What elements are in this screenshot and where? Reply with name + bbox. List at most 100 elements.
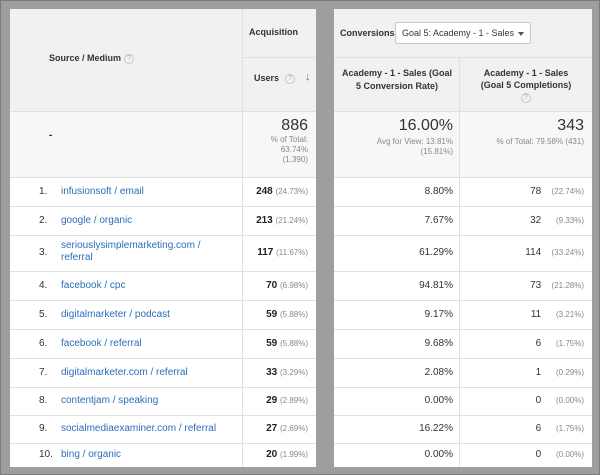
conversion-rate-header[interactable]: Academy - 1 - Sales (Goal 5 Conversion R… [339, 67, 455, 93]
header-divider [334, 111, 592, 112]
source-medium-link[interactable]: facebook / cpc [61, 280, 126, 291]
completions-percent: (0.29%) [555, 368, 584, 377]
source-medium-link[interactable]: infusionsoft / email [61, 186, 144, 197]
users-count: 27 [266, 423, 278, 434]
users-count: 213 [256, 215, 273, 226]
totals-label: - [49, 130, 53, 141]
source-medium-link[interactable]: seriouslysimplemarketing.com / referral [61, 240, 201, 264]
column-divider [242, 9, 243, 467]
row-divider [334, 235, 592, 236]
users-value: 27 (2.69%) [266, 415, 308, 443]
row-divider [334, 329, 592, 330]
row-divider [334, 300, 592, 301]
sort-descending-icon[interactable]: ↓ [305, 71, 311, 83]
completions-count: 1 [535, 367, 542, 378]
users-value: 20 (1.99%) [266, 443, 308, 467]
completions-percent: (1.75%) [555, 339, 584, 348]
completions-value: 0 (0.00%) [536, 387, 584, 415]
goal-select[interactable]: Goal 5: Academy - 1 - Sales [395, 22, 531, 44]
users-count: 59 [266, 338, 278, 349]
help-icon[interactable]: ? [124, 53, 135, 64]
row-index: 10. [39, 449, 53, 460]
table-row: 5. digitalmarketer / podcast 59 (5.88%) [10, 300, 316, 329]
conversion-rate-label: 5 Conversion Rate) [355, 81, 439, 91]
users-count: 29 [266, 395, 278, 406]
completions-value: 1 (0.29%) [536, 358, 584, 387]
conversions-header: Conversions [340, 28, 395, 38]
completions-count: 0 [535, 395, 542, 406]
table-row: 7.67% 32 (9.33%) [334, 206, 592, 235]
row-divider [10, 271, 316, 272]
source-medium-link[interactable]: bing / organic [61, 449, 122, 460]
source-medium-link[interactable]: contentjam / speaking [61, 395, 159, 406]
users-count: 33 [266, 367, 278, 378]
source-medium-link[interactable]: digitalmarketer.com / referral [61, 367, 188, 378]
row-divider [334, 443, 592, 444]
table-row: 7. digitalmarketer.com / referral 33 (3.… [10, 358, 316, 387]
source-medium-link[interactable]: google / organic [61, 215, 133, 226]
completions-count: 73 [530, 280, 542, 291]
users-value: 213 (21.24%) [256, 206, 308, 235]
completions-percent: (9.33%) [555, 216, 584, 225]
row-divider [10, 235, 316, 236]
users-percent: (11.67%) [276, 248, 308, 257]
chevron-down-icon [518, 32, 524, 36]
header-divider [243, 57, 316, 58]
totals-divider [10, 177, 316, 178]
avg-conversion-rate: Avg for View: 13.81% [376, 137, 453, 146]
column-divider [459, 57, 460, 467]
source-medium-link[interactable]: facebook / referral [61, 338, 142, 349]
table-row: 3. seriouslysimplemarketing.com / referr… [10, 235, 316, 271]
completions-percent: (33.24%) [551, 248, 584, 257]
row-divider [10, 387, 316, 388]
users-value: 59 (5.88%) [266, 300, 308, 329]
conversion-rate-value: 0.00% [424, 395, 453, 406]
row-divider [10, 329, 316, 330]
help-icon[interactable]: ? [285, 73, 296, 84]
row-index: 6. [39, 338, 48, 349]
row-index: 3. [39, 247, 48, 258]
row-divider [10, 443, 316, 444]
users-value: 117 (11.67%) [257, 235, 308, 271]
row-index: 8. [39, 395, 48, 406]
completions-percent: (22.74%) [551, 187, 584, 196]
total-users-percent: 63.74% [280, 145, 308, 154]
table-row: 6. facebook / referral 59 (5.88%) [10, 329, 316, 358]
table-row: 1. infusionsoft / email 248 (24.73%) [10, 178, 316, 206]
total-conversion-rate: 16.00% [398, 117, 453, 134]
totals-divider [334, 177, 592, 178]
source-medium-header[interactable]: Source / Medium? [49, 53, 135, 64]
totals-background [334, 111, 592, 177]
totals-background [10, 111, 316, 177]
users-header[interactable]: Users? [254, 73, 296, 84]
source-medium-text: referral [61, 252, 93, 263]
header-divider [334, 57, 592, 58]
header-background [10, 9, 316, 111]
completions-count: 114 [525, 247, 542, 258]
users-percent: (2.69%) [279, 424, 308, 433]
total-completions: 343 [557, 117, 584, 134]
completions-header[interactable]: Academy - 1 - Sales (Goal 5 Completions)… [462, 67, 590, 103]
users-count: 20 [266, 449, 278, 460]
row-divider [334, 415, 592, 416]
completions-count: 6 [535, 423, 542, 434]
completions-percent: (3.21%) [555, 310, 584, 319]
table-row: 8.80% 78 (22.74%) [334, 178, 592, 206]
acquisition-panel: Source / Medium? Acquisition Users? ↓ - … [10, 9, 316, 467]
users-value: 29 (2.89%) [266, 387, 308, 415]
completions-value: 11 (3.21%) [531, 300, 584, 329]
help-icon[interactable]: ? [521, 92, 531, 103]
avg-conversion-rate-overall: (15.81%) [420, 147, 453, 156]
completions-label: (Goal 5 Completions) [480, 80, 572, 90]
users-count: 117 [257, 247, 274, 258]
users-value: 33 (3.29%) [266, 358, 308, 387]
source-medium-link[interactable]: digitalmarketer / podcast [61, 309, 170, 320]
users-percent: (21.24%) [275, 216, 308, 225]
completions-value: 6 (1.75%) [536, 415, 584, 443]
table-row: 9.17% 11 (3.21%) [334, 300, 592, 329]
table-row: 8. contentjam / speaking 29 (2.89%) [10, 387, 316, 415]
row-divider [334, 387, 592, 388]
source-medium-link[interactable]: socialmediaexaminer.com / referral [61, 423, 217, 434]
table-row: 2. google / organic 213 (21.24%) [10, 206, 316, 235]
